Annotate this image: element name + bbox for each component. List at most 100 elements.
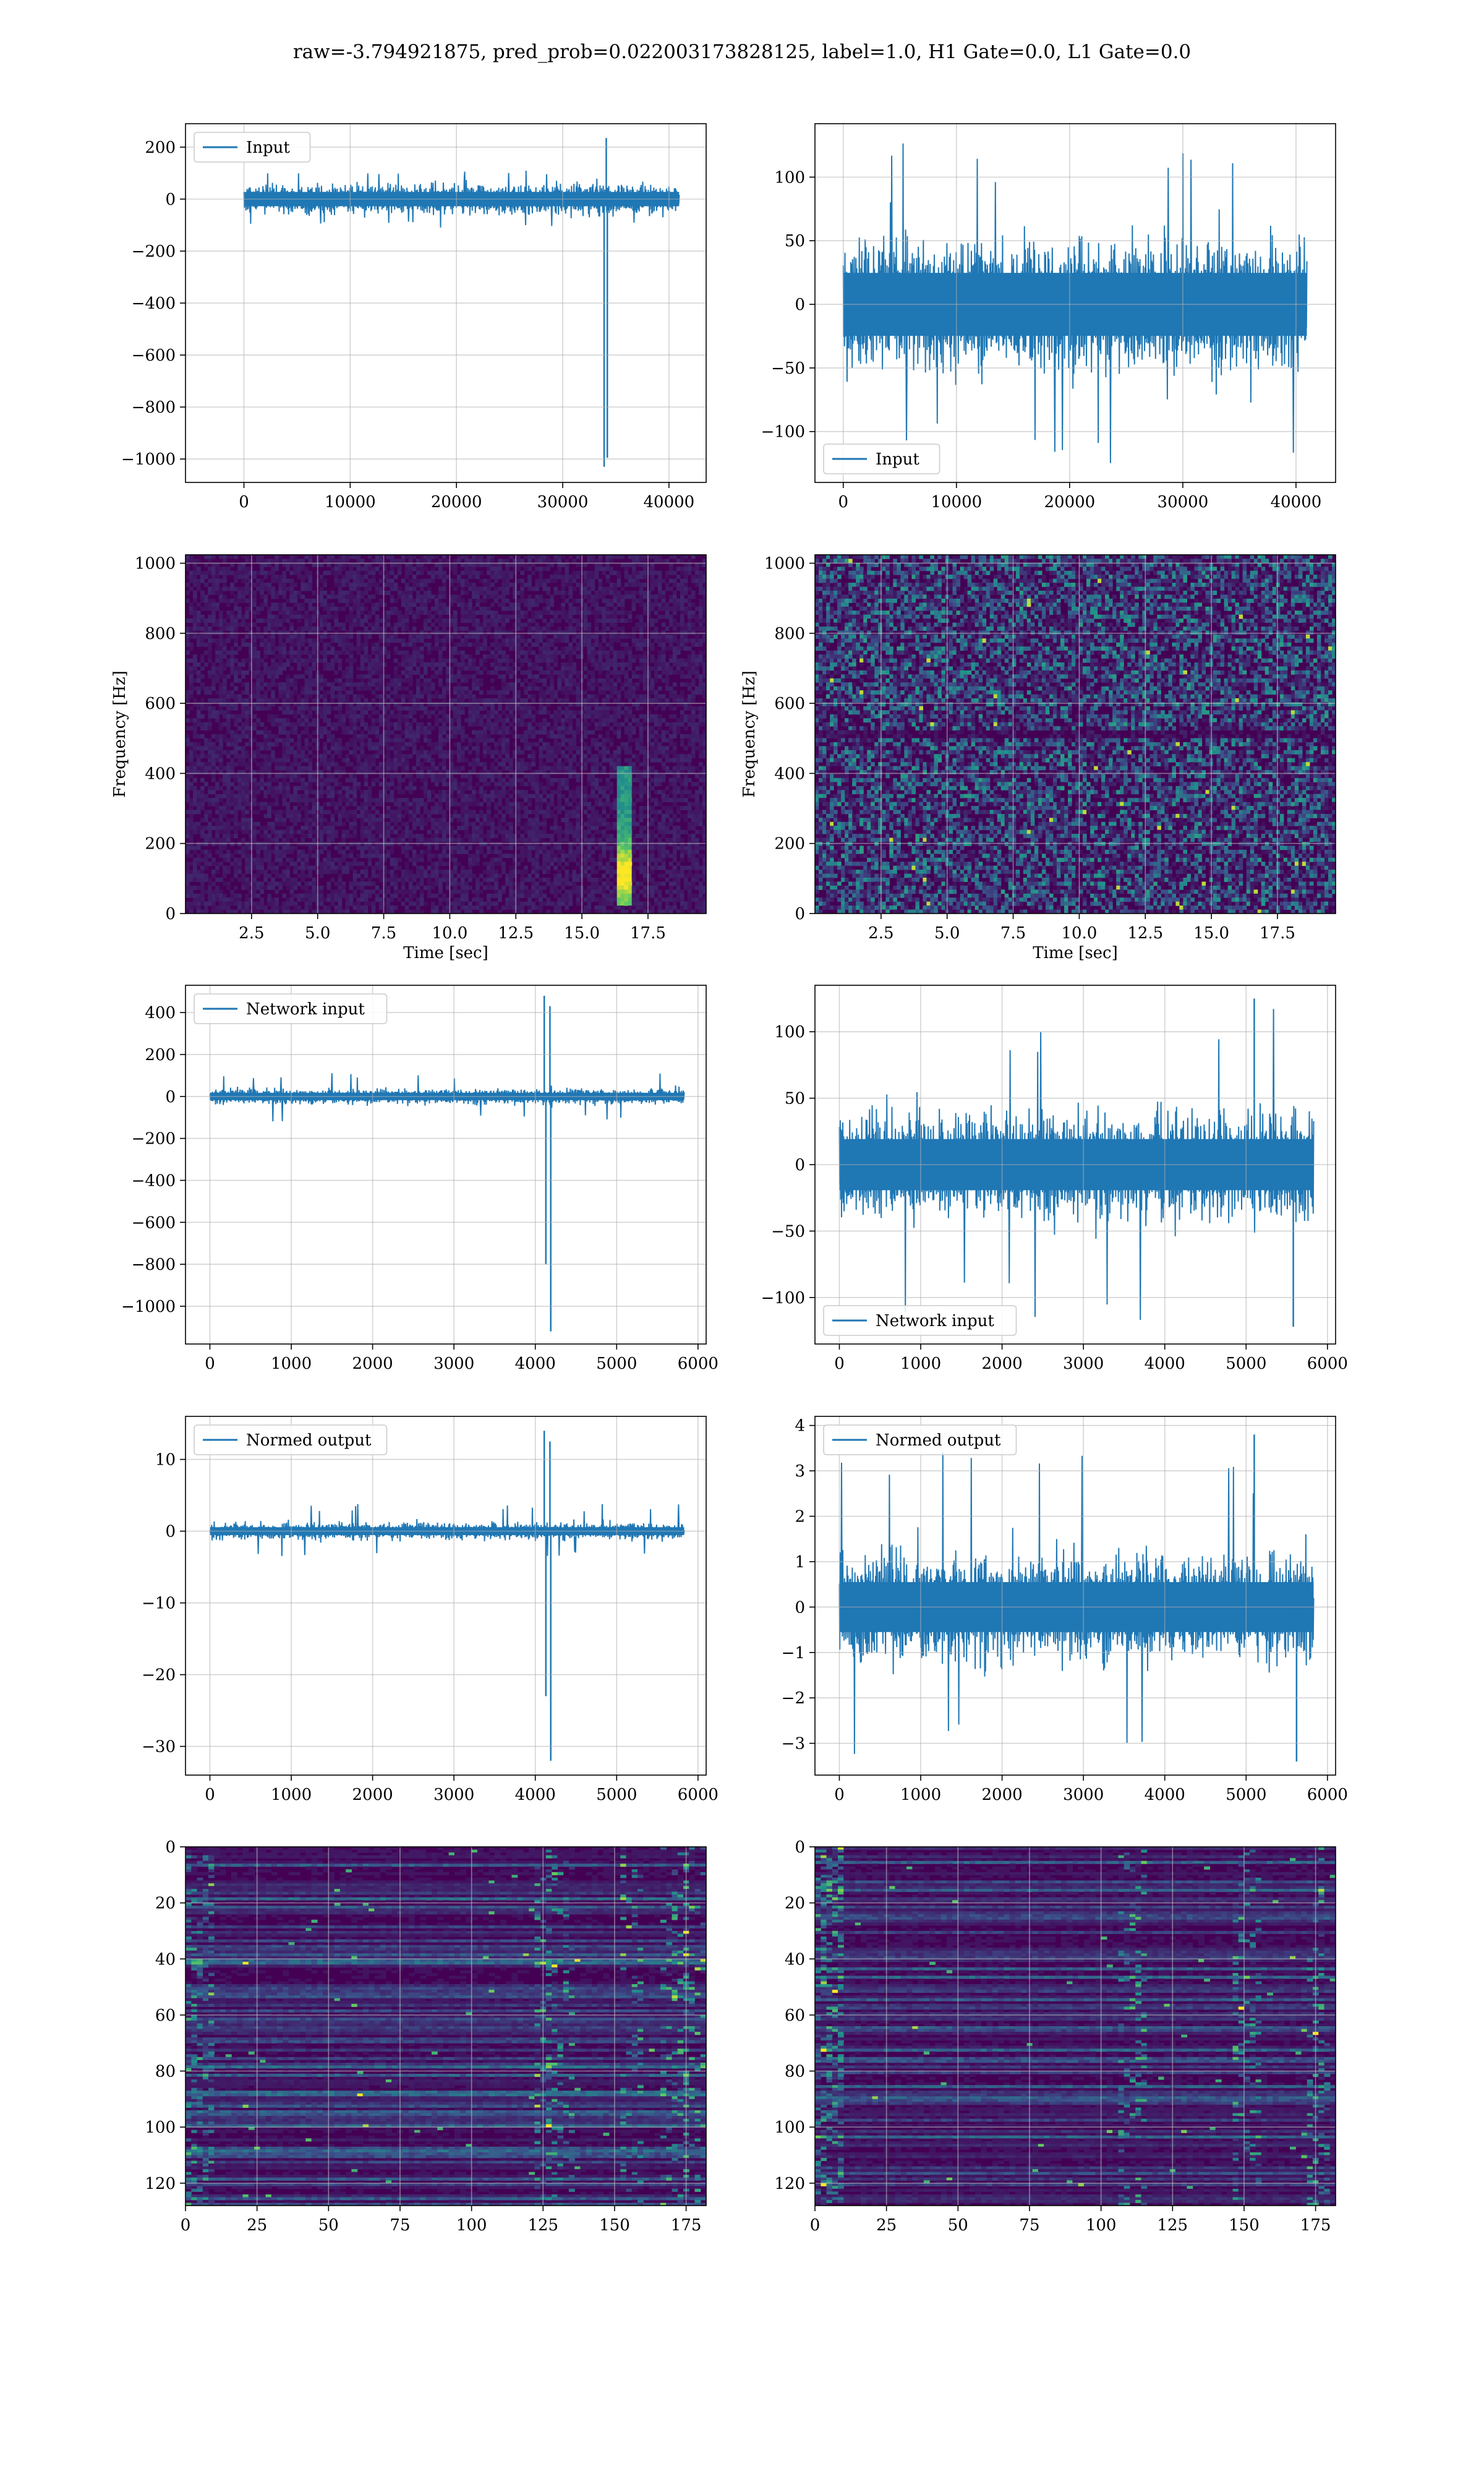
h1-network-input-legend: Network input	[194, 993, 388, 1024]
l1-network-input-xtick-label-4: 4000	[1145, 1355, 1185, 1373]
h1-normed-output-plot-area	[209, 1431, 685, 1761]
h1-normed-output-xtick-label-6: 6000	[678, 1786, 719, 1804]
h1-spectrogram-xtick-label-6: 17.5	[630, 924, 666, 943]
h1-network-input-ytick-label-4: −400	[132, 1171, 176, 1190]
l1-feature-map-xtick-label-2: 50	[948, 2216, 968, 2235]
l1-input-panel: 0 10000 20000 30000 40000 100 50 0 −50 −100 Input	[761, 123, 1336, 511]
l1-spectrogram-ylabel: Frequency [Hz]	[740, 670, 759, 798]
h1-feature-map-xtick-label-7: 175	[671, 2216, 702, 2235]
l1-input-ytick-label-0: 100	[774, 168, 805, 187]
h1-normed-output-xtick-label-5: 5000	[596, 1786, 637, 1804]
h1-spectrogram-axes-frame	[185, 554, 707, 914]
h1-normed-output-xtick-label-4: 4000	[515, 1786, 556, 1804]
h1-network-input-ytick-label-1: 200	[145, 1046, 176, 1064]
h1-input-legend-label: Input	[246, 139, 290, 157]
h1-spectrogram-ytick-label-3: 600	[145, 695, 176, 713]
l1-normed-output-axes-frame	[814, 1416, 1336, 1776]
l1-spectrogram-axes-frame	[814, 554, 1336, 914]
h1-network-input-legend-label: Network input	[246, 1000, 365, 1019]
h1-normed-output-ytick-label-4: −30	[142, 1738, 176, 1757]
h1-normed-output-legend: Normed output	[194, 1424, 388, 1455]
h1-normed-output-ytick-label-3: −20	[142, 1666, 176, 1685]
l1-spectrogram-xtick-label-5: 15.0	[1193, 924, 1229, 943]
l1-network-input-panel: 0 1000 2000 3000 4000 5000 6000 100 50 0 −50 −100 Ne…	[761, 985, 1348, 1373]
l1-normed-output-xtick-label-3: 3000	[1063, 1786, 1104, 1804]
h1-feature-map-ytick-label-2: 40	[155, 1950, 176, 1969]
h1-feature-map-xtick-label-1: 25	[247, 2216, 267, 2235]
h1-network-input-ytick-label-6: −800	[132, 1256, 176, 1274]
l1-input-xtick-label-1: 10000	[931, 493, 982, 511]
h1-spectrogram-plot-area	[186, 555, 706, 914]
h1-input-ytick-label-3: −400	[132, 294, 176, 313]
h1-spectrogram-xtick-label-0: 2.5	[239, 924, 264, 943]
l1-feature-map-xtick-label-7: 175	[1300, 2216, 1331, 2235]
h1-feature-map-ytick-label-0: 0	[165, 1838, 176, 1857]
l1-spectrogram-xtick-label-1: 5.0	[934, 924, 960, 943]
l1-network-input-legend: Network input	[823, 1305, 1017, 1336]
l1-normed-output-ytick-label-1: 3	[795, 1462, 805, 1481]
h1-network-input-axes-frame	[185, 985, 707, 1345]
l1-spectrogram-ytick-label-5: 1000	[764, 555, 805, 573]
h1-normed-output-ytick-label-0: 10	[155, 1451, 176, 1470]
l1-feature-map-ytick-label-4: 80	[785, 2063, 805, 2081]
l1-network-input-ytick-label-2: 0	[795, 1156, 805, 1175]
h1-normed-output-ytick-label-2: −10	[142, 1594, 176, 1613]
l1-feature-map-panel: 0 25 50 75 100 125 150 175 0 20 40 60 80 100 120	[774, 1838, 1336, 2235]
h1-feature-map-ytick-label-3: 60	[155, 2006, 176, 2025]
h1-input-xtick-label-0: 0	[239, 493, 249, 511]
l1-feature-map-axes-frame	[814, 1846, 1336, 2206]
h1-input-legend: Input	[194, 132, 311, 163]
h1-spectrogram-ylabel: Frequency [Hz]	[111, 670, 129, 798]
l1-input-legend: Input	[823, 443, 940, 474]
l1-feature-map-xtick-label-6: 150	[1229, 2216, 1260, 2235]
h1-network-input-ytick-label-5: −600	[132, 1213, 176, 1232]
l1-feature-map-ytick-label-1: 20	[785, 1894, 805, 1913]
l1-spectrogram-xtick-label-6: 17.5	[1260, 924, 1295, 943]
h1-network-input-xtick-label-2: 2000	[352, 1355, 393, 1373]
l1-normed-output-ytick-label-4: 0	[795, 1598, 805, 1617]
l1-network-input-xtick-label-2: 2000	[982, 1355, 1023, 1373]
l1-input-plot-area	[842, 143, 1308, 463]
l1-input-ytick-label-3: −50	[771, 359, 805, 378]
l1-network-input-ytick-label-1: 50	[785, 1090, 805, 1108]
h1-feature-map-ytick-label-5: 100	[145, 2118, 176, 2137]
h1-feature-map-xtick-label-4: 100	[456, 2216, 487, 2235]
h1-normed-output-xtick-label-1: 1000	[271, 1786, 312, 1804]
h1-input-ytick-label-5: −800	[132, 398, 176, 417]
l1-normed-output-ytick-label-5: −1	[782, 1644, 805, 1663]
l1-normed-output-xtick-label-0: 0	[834, 1786, 845, 1804]
l1-input-xtick-label-0: 0	[838, 493, 848, 511]
h1-normed-output-xtick-label-2: 2000	[352, 1786, 393, 1804]
h1-network-input-ytick-label-3: −200	[132, 1130, 176, 1149]
l1-spectrogram-panel: 2.5 5.0 7.5 10.0 12.5 15.0 17.5 0 200 400 600 800 10…	[740, 554, 1336, 962]
l1-network-input-ytick-label-4: −100	[761, 1289, 805, 1308]
h1-input-ytick-label-0: 200	[145, 139, 176, 157]
l1-network-input-legend-label: Network input	[876, 1312, 994, 1330]
l1-spectrogram-ytick-label-3: 600	[774, 695, 805, 713]
l1-network-input-ytick-label-3: −50	[771, 1222, 805, 1241]
l1-input-legend-label: Input	[876, 450, 919, 469]
h1-input-ytick-label-1: 0	[165, 190, 176, 209]
l1-spectrogram-xlabel: Time [sec]	[1033, 944, 1118, 962]
l1-network-input-xtick-label-1: 1000	[900, 1355, 941, 1373]
l1-spectrogram-xtick-label-0: 2.5	[868, 924, 893, 943]
l1-input-ytick-label-1: 50	[785, 232, 805, 250]
l1-normed-output-ytick-label-6: −2	[782, 1689, 805, 1708]
l1-normed-output-xtick-label-5: 5000	[1226, 1786, 1266, 1804]
h1-normed-output-xtick-label-3: 3000	[433, 1786, 474, 1804]
h1-normed-output-panel: 0 1000 2000 3000 4000 5000 6000 10 0 −10 −20 −30 Nor…	[142, 1416, 719, 1804]
h1-feature-map-ytick-label-1: 20	[155, 1894, 176, 1913]
l1-spectrogram-xtick-label-2: 7.5	[1000, 924, 1026, 943]
h1-spectrogram-xtick-label-4: 12.5	[498, 924, 534, 943]
h1-input-panel: 0 10000 20000 30000 40000 200 0 −200 −400 −600 −80…	[121, 123, 707, 511]
l1-normed-output-legend: Normed output	[823, 1424, 1017, 1455]
l1-input-xtick-label-2: 20000	[1044, 493, 1095, 511]
h1-normed-output-legend-label: Normed output	[246, 1431, 372, 1450]
l1-network-input-xtick-label-5: 5000	[1226, 1355, 1266, 1373]
h1-network-input-ytick-label-7: −1000	[121, 1298, 176, 1316]
l1-normed-output-ytick-label-7: −3	[782, 1735, 805, 1753]
h1-spectrogram-ytick-label-1: 200	[145, 835, 176, 854]
h1-input-xtick-label-4: 40000	[643, 493, 694, 511]
l1-normed-output-ytick-label-2: 2	[795, 1508, 805, 1526]
l1-spectrogram-plot-area	[815, 555, 1336, 914]
